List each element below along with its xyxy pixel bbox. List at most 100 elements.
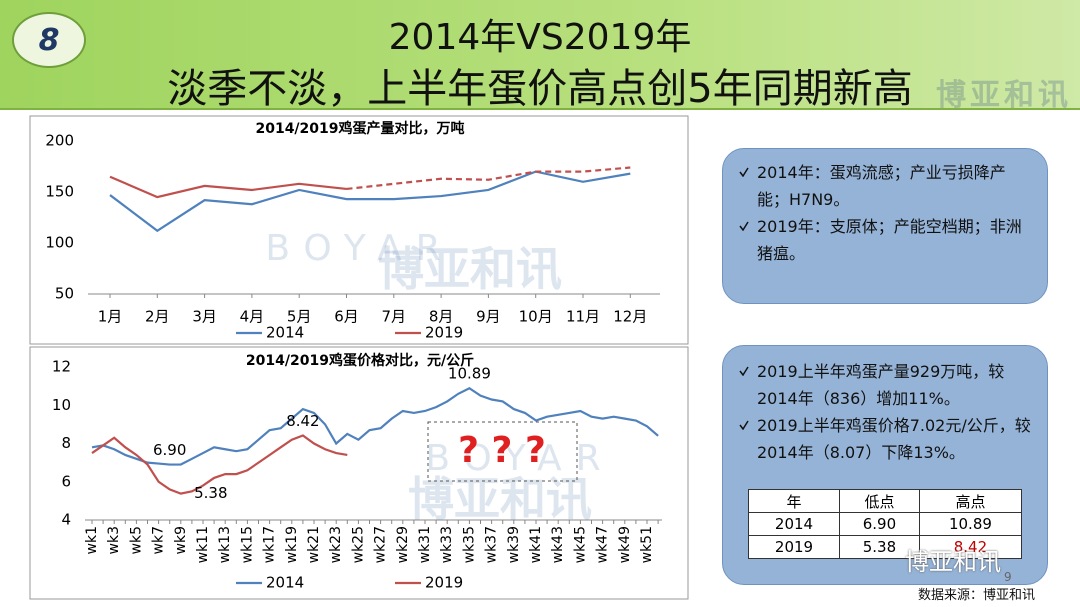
series-line — [109, 170, 631, 233]
data-label: 8.42 — [286, 412, 319, 430]
check-icon — [739, 167, 749, 177]
cell: 2019 — [748, 535, 840, 559]
x-tick-label: 4月 — [240, 308, 265, 326]
x-tick-label: 12月 — [613, 308, 647, 326]
legend-label: 2019 — [425, 324, 463, 342]
x-tick-label: wk51 — [639, 526, 655, 563]
x-tick-label: 11月 — [566, 308, 600, 326]
x-tick-label: wk3 — [106, 526, 122, 554]
x-tick-label: 8月 — [429, 308, 454, 326]
cell: 年 — [748, 489, 840, 513]
y-tick-label: 200 — [45, 132, 74, 150]
x-tick-label: wk19 — [284, 526, 300, 563]
check-icon — [739, 221, 749, 231]
x-tick-label: wk5 — [128, 526, 144, 554]
x-tick-label: wk37 — [484, 526, 500, 563]
y-tick-label: 150 — [45, 183, 74, 201]
legend-label: 2019 — [425, 574, 463, 592]
y-tick-label: 10 — [52, 396, 71, 414]
info-panel: 2014年：蛋鸡流感；产业亏损降产能；H7N9。 2019年：支原体；产能空档期… — [722, 148, 1048, 304]
x-tick-label: wk13 — [217, 526, 233, 563]
x-tick-label: wk43 — [550, 526, 566, 563]
y-tick-label: 12 — [52, 358, 71, 376]
table-row: 2019 5.38 8.42 — [748, 535, 1023, 559]
chart-frame — [29, 115, 689, 345]
x-tick-label: wk29 — [395, 526, 411, 563]
x-tick-label: wk15 — [239, 526, 255, 563]
series-line — [91, 386, 659, 466]
series-line — [109, 175, 347, 199]
check-icon — [739, 366, 749, 376]
chart-watermark: BOYAR — [265, 228, 454, 269]
legend-label: 2014 — [266, 324, 304, 342]
x-tick-label: wk17 — [262, 526, 278, 563]
bullet-text: 2019年：支原体；产能空档期；非洲猪瘟。 — [757, 217, 1022, 263]
x-tick-label: wk49 — [617, 526, 633, 563]
y-tick-label: 6 — [61, 472, 71, 490]
summary-table: 年低点 高点 2014 6.90 10.89 2019 5.38 8.42 — [748, 489, 1023, 559]
series-line — [91, 434, 348, 495]
y-tick-label: 100 — [45, 234, 74, 252]
y-tick-label: 4 — [61, 511, 71, 529]
series-line — [346, 166, 631, 191]
bullet-text: 2019上半年鸡蛋产量929万吨，较2014年（836）增加11%。 — [757, 362, 1005, 408]
x-tick-label: wk23 — [328, 526, 344, 563]
bullet-text: 2014年：蛋鸡流感；产业亏损降产能；H7N9。 — [757, 163, 1006, 209]
x-tick-label: 1月 — [98, 308, 123, 326]
bullet: 2019年：支原体；产能空档期；非洲猪瘟。 — [739, 213, 1033, 267]
y-tick-label: 8 — [61, 434, 71, 452]
x-tick-label: wk9 — [173, 526, 189, 554]
x-tick-label: 7月 — [382, 308, 407, 326]
bullet: 2019上半年鸡蛋产量929万吨，较2014年（836）增加11%。 — [739, 358, 1033, 412]
cell: 8.42 — [918, 535, 1023, 559]
bullet: 2019上半年鸡蛋价格7.02元/公斤，较2014年（8.07）下降13%。 — [739, 412, 1033, 466]
bullet-text: 2019上半年鸡蛋价格7.02元/公斤，较2014年（8.07）下降13%。 — [757, 416, 1031, 462]
cell: 低点 — [839, 489, 920, 513]
chart-watermark: 博亚和讯 — [378, 242, 562, 296]
chart-frame — [29, 346, 689, 600]
check-icon — [739, 420, 749, 430]
x-tick-label: wk45 — [572, 526, 588, 563]
y-tick-label: 50 — [55, 285, 74, 303]
x-tick-label: 10月 — [519, 308, 553, 326]
cell: 5.38 — [839, 535, 920, 559]
legend-label: 2014 — [266, 574, 304, 592]
title-line: 淡季不淡，上半年蛋价高点创5年同期新高 — [167, 66, 913, 112]
table-header: 年低点 高点 — [748, 489, 1023, 513]
table-row: 2014 6.90 10.89 — [748, 512, 1023, 536]
header-band: 8 2014年VS2019年 淡季不淡，上半年蛋价高点创5年同期新高 博亚和讯 — [0, 0, 1080, 113]
x-tick-label: 3月 — [192, 308, 217, 326]
x-tick-label: wk21 — [306, 526, 322, 563]
x-tick-label: wk47 — [595, 526, 611, 563]
cell: 10.89 — [918, 512, 1023, 536]
x-tick-label: 6月 — [334, 308, 359, 326]
wechat-watermark: 博亚和讯 — [905, 548, 1001, 576]
page-number: 9 — [1004, 570, 1012, 584]
data-label: 5.38 — [194, 484, 227, 502]
x-tick-label: wk31 — [417, 526, 433, 563]
slide-number: 8 — [12, 12, 86, 68]
x-tick-label: wk7 — [151, 526, 167, 554]
cell: 6.90 — [839, 512, 920, 536]
bullet: 2014年：蛋鸡流感；产业亏损降产能；H7N9。 — [739, 159, 1033, 213]
x-tick-label: wk35 — [461, 526, 477, 563]
chart-title: 2014/2019鸡蛋价格对比，元/公斤 — [246, 352, 474, 369]
x-tick-label: wk25 — [350, 526, 366, 563]
chart-title: 2014/2019鸡蛋产量对比，万吨 — [255, 120, 464, 137]
chart-watermark: BOYAR — [425, 438, 614, 479]
annotation-box — [427, 421, 578, 482]
x-tick-label: 9月 — [476, 308, 501, 326]
x-tick-label: wk11 — [195, 526, 211, 563]
data-label: 10.89 — [448, 365, 491, 383]
x-tick-label: wk41 — [528, 526, 544, 563]
x-tick-label: wk39 — [506, 526, 522, 563]
x-tick-label: wk1 — [84, 526, 100, 554]
x-tick-label: wk33 — [439, 526, 455, 563]
logo-watermark: 博亚和讯 — [936, 78, 1072, 113]
chart-watermark: 博亚和讯 — [408, 472, 592, 526]
x-tick-label: 5月 — [287, 308, 312, 326]
x-tick-label: wk27 — [373, 526, 389, 563]
x-tick-label: 2月 — [145, 308, 170, 326]
